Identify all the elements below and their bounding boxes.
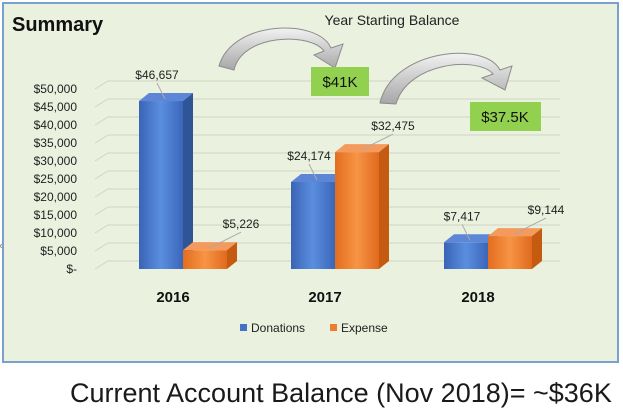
bar-top — [444, 234, 498, 243]
bar-donations — [139, 101, 183, 270]
year-starting-balance-label: Year Starting Balance — [325, 12, 460, 28]
bar-expense — [183, 250, 227, 269]
balance-callout-text: $41K — [322, 74, 357, 91]
chart-title: Summary — [12, 14, 104, 36]
data-label-leader — [513, 217, 547, 235]
x-axis-ticks: 2016 2017 2018 — [156, 289, 494, 306]
data-label: $9,144 — [528, 203, 565, 217]
gridline — [94, 170, 109, 180]
data-label-leader — [156, 82, 166, 100]
bar-side — [532, 228, 542, 269]
data-label: $5,226 — [223, 217, 260, 231]
bar-expense — [488, 236, 532, 269]
balance-callout-box — [470, 102, 541, 131]
bar-donations — [291, 181, 335, 269]
gridline — [94, 116, 109, 126]
bar-top — [335, 144, 389, 153]
balance-callout-text: $37.5K — [481, 109, 529, 126]
legend-label-expense: Expense — [341, 321, 388, 335]
y-tick-label: $- — [66, 262, 77, 276]
bars: $46,657 $5,226 $24,174 $32,475 $7,417 $9,144 — [135, 68, 565, 270]
y-tick-label: $40,000 — [34, 118, 78, 132]
current-balance-text: Current Account Balance (Nov 2018)= ~$36… — [70, 378, 612, 408]
y-tick-label: $25,000 — [34, 172, 78, 186]
curved-arrow-icon — [218, 27, 344, 71]
gridline — [94, 188, 109, 198]
legend: Donations Expense — [240, 321, 388, 335]
data-label-leader — [360, 133, 394, 151]
resize-handle-dot — [0, 244, 4, 248]
y-tick-label: $50,000 — [34, 82, 78, 96]
y-tick-label: $5,000 — [40, 244, 77, 258]
y-tick-label: $35,000 — [34, 136, 78, 150]
data-label-leader — [208, 231, 242, 249]
bar-side — [183, 93, 193, 270]
gridline — [94, 260, 109, 270]
balance-callout-box — [311, 67, 369, 96]
x-tick-label: 2017 — [308, 289, 341, 306]
legend-label-donations: Donations — [251, 321, 305, 335]
x-tick-label: 2016 — [156, 289, 189, 306]
data-label: $7,417 — [444, 209, 481, 223]
data-label-leader — [308, 163, 318, 181]
data-label: $46,657 — [135, 68, 179, 82]
y-axis-ticks: $- $5,000 $10,000 $15,000 $20,000 $25,000 $30,… — [34, 82, 78, 276]
x-tick-label: 2018 — [461, 289, 494, 306]
bar-donations — [444, 242, 488, 269]
gridline — [94, 80, 109, 90]
legend-swatch-expense — [330, 324, 337, 331]
bar-top — [139, 93, 193, 102]
gridline — [94, 152, 109, 162]
gridline — [94, 242, 109, 252]
data-label-leader — [461, 224, 471, 241]
curved-arrow-icon — [379, 52, 513, 105]
bar-chart: $- $5,000 $10,000 $15,000 $20,000 $25,000 $30,… — [12, 12, 565, 335]
y-tick-label: $10,000 — [34, 226, 78, 240]
gridline — [94, 134, 109, 144]
bar-top — [488, 228, 542, 237]
gridline — [94, 206, 109, 216]
y-tick-label: $30,000 — [34, 154, 78, 168]
gridline — [94, 224, 109, 234]
data-label: $32,475 — [371, 119, 415, 133]
y-tick-label: $45,000 — [34, 100, 78, 114]
y-tick-label: $15,000 — [34, 208, 78, 222]
bar-expense — [335, 152, 379, 269]
legend-swatch-donations — [240, 324, 247, 331]
gridline — [94, 98, 109, 108]
bar-side — [379, 144, 389, 269]
data-label: $24,174 — [287, 149, 331, 163]
y-tick-label: $20,000 — [34, 190, 78, 204]
bar-top — [291, 173, 345, 182]
bar-top — [183, 242, 237, 251]
bar-side — [227, 242, 237, 269]
